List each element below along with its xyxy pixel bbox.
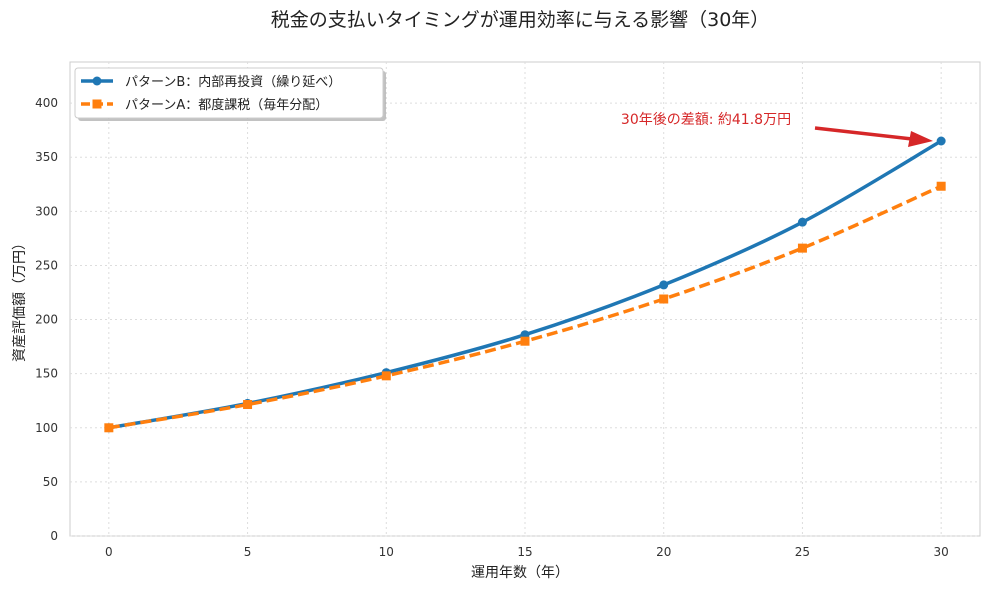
data-point bbox=[797, 243, 807, 253]
data-point bbox=[936, 181, 946, 191]
y-tick-label: 250 bbox=[35, 258, 58, 272]
y-tick-label: 200 bbox=[35, 313, 58, 327]
x-tick-label: 5 bbox=[244, 545, 252, 559]
annotation-arrow-head bbox=[908, 131, 933, 147]
x-tick-label: 30 bbox=[934, 545, 949, 559]
data-point bbox=[104, 423, 114, 433]
data-point bbox=[659, 294, 669, 304]
annotation-arrow-shaft bbox=[814, 126, 913, 141]
legend-label-b: パターンB：内部再投資（繰り延べ） bbox=[125, 74, 341, 90]
data-point bbox=[797, 217, 807, 227]
data-point bbox=[243, 400, 253, 410]
y-axis-label: 資産評価額（万円） bbox=[12, 236, 28, 362]
y-tick-label: 50 bbox=[43, 475, 58, 489]
x-tick-label: 20 bbox=[656, 545, 671, 559]
series-a bbox=[104, 181, 946, 433]
legend-label-a: パターンA：都度課税（毎年分配） bbox=[125, 97, 328, 113]
x-axis-label: 運用年数（年） bbox=[471, 565, 569, 581]
series bbox=[104, 136, 946, 433]
y-tick-label: 100 bbox=[35, 421, 58, 435]
y-tick-label: 0 bbox=[50, 529, 58, 543]
data-point bbox=[659, 280, 669, 290]
x-tick-label: 0 bbox=[105, 545, 113, 559]
legend-marker-a bbox=[92, 99, 102, 109]
y-tick-label: 150 bbox=[35, 367, 58, 381]
annotation-text: 30年後の差額: 約41.8万円 bbox=[621, 112, 791, 128]
chart-title: 税金の支払いタイミングが運用効率に与える影響（30年） bbox=[271, 9, 770, 31]
data-point bbox=[936, 136, 946, 146]
x-tick-label: 10 bbox=[379, 545, 394, 559]
data-point bbox=[520, 336, 530, 346]
grid bbox=[70, 62, 980, 537]
y-tick-label: 400 bbox=[35, 96, 58, 110]
x-tick-label: 15 bbox=[517, 545, 532, 559]
y-tick-label: 300 bbox=[35, 204, 58, 218]
y-tick-label: 350 bbox=[35, 150, 58, 164]
data-point bbox=[381, 371, 391, 381]
legend-marker-b bbox=[92, 76, 102, 86]
x-tick-label: 25 bbox=[795, 545, 810, 559]
annotation: 30年後の差額: 約41.8万円 bbox=[621, 112, 933, 147]
legend: パターンB：内部再投資（繰り延べ） パターンA：都度課税（毎年分配） bbox=[74, 67, 386, 121]
